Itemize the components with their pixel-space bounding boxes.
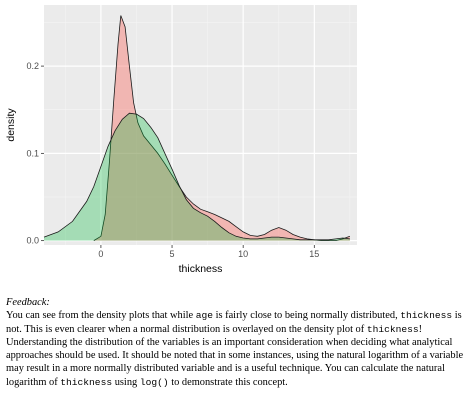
code-thickness: thickness <box>60 376 113 388</box>
code-thickness: thickness <box>366 323 419 335</box>
code-thickness: thickness <box>400 310 453 322</box>
feedback-text: is fairly close to being normally distri… <box>212 310 401 322</box>
y-tick-label: 0.1 <box>26 148 39 158</box>
axis-ticks: 0 5 10 15 0.0 0.1 0.2 <box>26 61 319 259</box>
density-series <box>43 15 351 241</box>
y-axis-title: density <box>5 108 17 142</box>
feedback-paragraph: You can see from the density plots that … <box>6 309 464 389</box>
y-tick-label: 0.0 <box>26 236 39 246</box>
density-line-0 <box>93 15 351 241</box>
feedback-section: Feedback: You can see from the density p… <box>6 296 464 389</box>
y-tick-label: 0.2 <box>26 61 39 71</box>
grid-lines <box>44 5 357 245</box>
density-area-0 <box>93 15 350 241</box>
density-plot-svg: 0 5 10 15 0.0 0.1 0.2 thickness density <box>5 5 357 275</box>
feedback-text: is not. This is even clearer when a norm… <box>6 310 462 335</box>
code-log-function: log() <box>139 376 169 388</box>
density-chart: 0 5 10 15 0.0 0.1 0.2 thickness density <box>5 5 357 275</box>
feedback-text: to demonstrate this concept. <box>168 376 288 388</box>
code-age: age <box>195 310 213 322</box>
feedback-text: You can see from the density plots that … <box>6 310 196 322</box>
x-axis-title: thickness <box>179 263 223 275</box>
feedback-text: ! Understanding the distribution of the … <box>6 323 464 388</box>
plot-panel <box>44 5 357 245</box>
x-tick-label: 10 <box>238 249 248 259</box>
feedback-heading: Feedback: <box>6 297 50 308</box>
x-tick-label: 5 <box>170 249 175 259</box>
feedback-text: using <box>112 376 140 388</box>
x-tick-label: 15 <box>309 249 319 259</box>
x-tick-label: 0 <box>98 249 103 259</box>
density-line-1 <box>43 112 350 241</box>
density-area-1 <box>44 113 350 241</box>
